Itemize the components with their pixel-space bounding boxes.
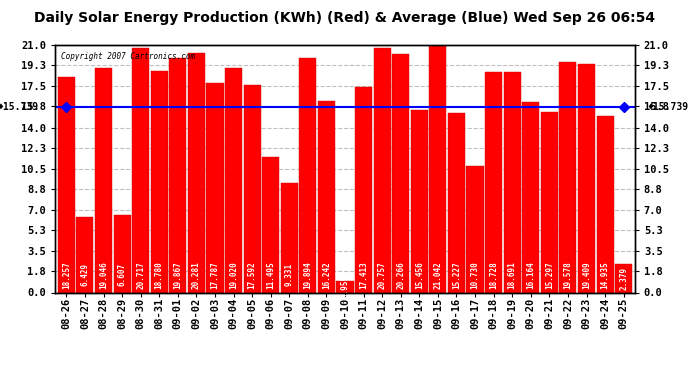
Bar [95, 68, 112, 292]
Text: Copyright 2007 Cartronics.com: Copyright 2007 Cartronics.com [61, 53, 195, 62]
Bar [411, 110, 428, 292]
Text: 17.787: 17.787 [210, 261, 219, 289]
Text: 21.042: 21.042 [433, 261, 442, 289]
Text: 10.730: 10.730 [471, 261, 480, 289]
Bar [560, 62, 576, 292]
Bar [77, 217, 93, 292]
Text: ♦15.739: ♦15.739 [648, 102, 689, 112]
Text: 19.020: 19.020 [229, 261, 238, 289]
Text: 14.935: 14.935 [600, 261, 609, 289]
Text: 19.578: 19.578 [564, 261, 573, 289]
Bar [262, 157, 279, 292]
Text: 0.955: 0.955 [340, 275, 350, 298]
Text: ♦15.739: ♦15.739 [0, 102, 39, 112]
Text: 15.227: 15.227 [452, 261, 461, 289]
Text: 11.495: 11.495 [266, 261, 275, 289]
Text: 20.757: 20.757 [377, 261, 386, 289]
Bar [355, 87, 372, 292]
Bar [318, 101, 335, 292]
Text: 20.281: 20.281 [192, 261, 201, 289]
Text: 19.046: 19.046 [99, 261, 108, 289]
Text: 9.331: 9.331 [285, 263, 294, 286]
Bar [373, 48, 391, 292]
Text: 18.728: 18.728 [489, 261, 498, 289]
Text: 20.717: 20.717 [136, 261, 145, 289]
Text: 18.691: 18.691 [508, 261, 517, 289]
Bar [206, 83, 224, 292]
Bar [58, 77, 75, 292]
Bar [299, 58, 317, 292]
Bar [541, 112, 558, 292]
Text: 20.266: 20.266 [396, 261, 405, 289]
Text: 16.164: 16.164 [526, 261, 535, 289]
Text: 15.297: 15.297 [545, 261, 554, 289]
Text: 18.257: 18.257 [62, 261, 71, 289]
Bar [244, 85, 261, 292]
Bar [150, 71, 168, 292]
Bar [392, 54, 409, 292]
Bar [578, 64, 595, 292]
Bar [504, 72, 521, 292]
Text: 18.780: 18.780 [155, 261, 164, 289]
Text: Daily Solar Energy Production (KWh) (Red) & Average (Blue) Wed Sep 26 06:54: Daily Solar Energy Production (KWh) (Red… [34, 11, 655, 25]
Bar [615, 264, 632, 292]
Text: 15.456: 15.456 [415, 261, 424, 289]
Text: 19.409: 19.409 [582, 261, 591, 289]
Bar [597, 117, 613, 292]
Bar [485, 72, 502, 292]
Text: 17.413: 17.413 [359, 261, 368, 289]
Bar [466, 166, 484, 292]
Text: 6.429: 6.429 [81, 263, 90, 286]
Bar [188, 54, 205, 292]
Bar [169, 58, 186, 292]
Text: 2.379: 2.379 [619, 267, 628, 290]
Bar [448, 113, 465, 292]
Text: 19.894: 19.894 [304, 261, 313, 289]
Bar [429, 45, 446, 292]
Text: 6.607: 6.607 [117, 263, 126, 286]
Bar [225, 68, 242, 292]
Text: 19.867: 19.867 [173, 261, 182, 289]
Bar [337, 281, 353, 292]
Bar [114, 214, 130, 292]
Text: 16.242: 16.242 [322, 261, 331, 289]
Bar [281, 183, 298, 292]
Bar [132, 48, 149, 292]
Bar [522, 102, 540, 292]
Text: 17.592: 17.592 [248, 261, 257, 289]
